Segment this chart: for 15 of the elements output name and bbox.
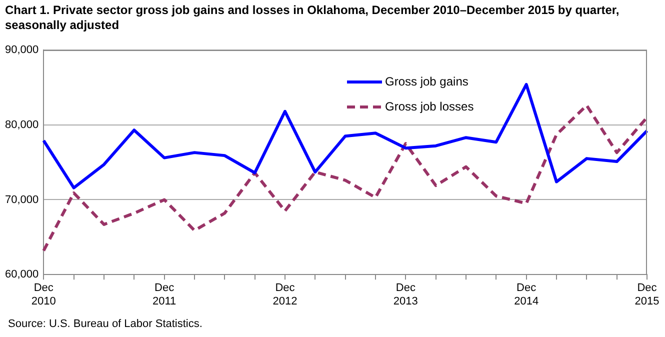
chart-title: Chart 1. Private sector gross job gains and losses in Oklahoma, December 2010–December 2015 by quarter, seasonally adjusted <box>5 3 620 33</box>
x-tick-label: Dec 2015 <box>634 282 660 308</box>
x-tick-label: Dec 2011 <box>152 282 176 308</box>
y-tick-label: 70,000 <box>4 194 39 206</box>
legend-label: Gross job gains <box>385 74 468 88</box>
x-tick-label: Dec 2014 <box>514 282 539 308</box>
y-tick-label: 80,000 <box>4 118 39 131</box>
y-tick-label: 60,000 <box>4 268 39 281</box>
line-series <box>42 104 648 252</box>
x-tick-label: Dec 2012 <box>272 282 298 308</box>
legend-label: Gross job losses <box>385 99 474 114</box>
y-tick-label: 90,000 <box>4 44 39 56</box>
source-note: Source: U.S. Bureau of Labor Statistics. <box>8 318 202 330</box>
x-tick-label: Dec 2013 <box>393 282 418 308</box>
x-tick-label: Dec 2010 <box>31 282 56 308</box>
